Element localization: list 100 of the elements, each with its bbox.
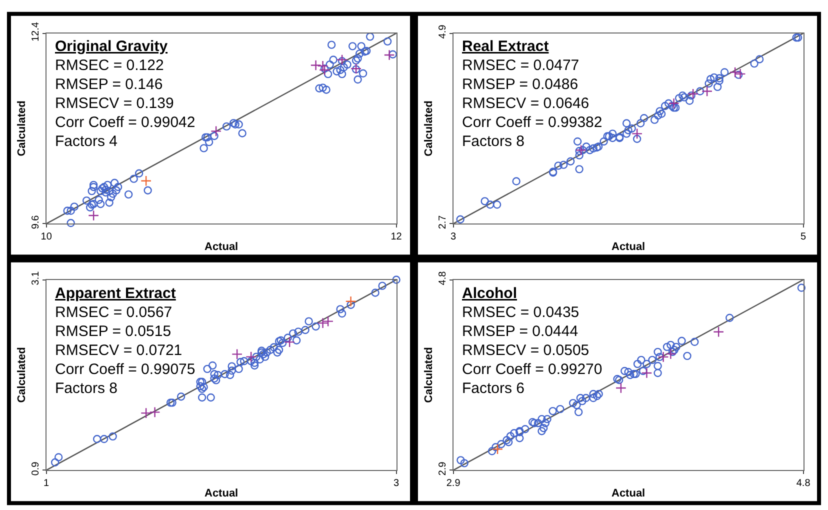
point [301,326,310,334]
chart-title: Original Gravity [55,38,168,55]
annotation: Factors 4 [55,133,118,150]
point [246,357,256,366]
point [274,346,284,354]
point [246,351,257,362]
point [226,370,234,380]
point [497,440,506,448]
point [212,376,220,384]
point [528,418,537,426]
y-axis-title: Calculated [16,347,28,403]
x-tick-label: 12 [390,232,402,243]
point [637,356,646,364]
point [262,348,271,357]
point [456,456,465,464]
point [548,406,557,416]
point [198,378,206,386]
y-axis-title: Calculated [422,347,435,403]
x-tick-label: 3 [450,232,457,243]
point [502,436,511,444]
point [140,175,152,186]
point [266,346,274,354]
x-axis-title: Actual [204,487,238,500]
point [589,390,598,398]
point [168,398,176,407]
point [273,348,282,357]
point [726,314,734,322]
point [371,288,380,297]
point [345,296,356,307]
point [656,352,664,362]
point [594,390,603,398]
point [276,336,285,344]
point [284,334,292,342]
point [678,336,686,346]
point [633,360,642,368]
point [336,54,348,66]
point [304,317,313,326]
point [294,328,302,336]
point [615,382,626,394]
point [668,98,680,109]
point [310,60,322,71]
point [250,358,259,367]
point [632,128,643,140]
annotation: RMSEC = 0.0435 [462,304,580,321]
point [530,418,538,428]
point [88,210,100,222]
annotation: RMSECV = 0.0505 [462,342,590,359]
point [220,370,229,378]
annotation: Corr Coeff = 0.99075 [55,361,196,378]
x-axis-title: Actual [612,240,646,253]
point [228,362,236,370]
annotation: Corr Coeff = 0.99270 [462,361,602,378]
point [672,342,680,352]
point [668,348,677,356]
point [626,370,634,380]
x-tick-label: 10 [40,232,52,243]
point [592,392,602,400]
x-tick-label: 3 [394,478,400,490]
point [638,366,648,376]
point [210,126,222,137]
annotation: RMSEP = 0.0444 [462,323,578,340]
annotation: Factors 8 [55,380,118,397]
point [214,370,222,380]
point [589,394,598,402]
point [166,398,175,407]
annotation: Corr Coeff = 0.99042 [55,114,196,131]
chart-title: Alcohol [462,285,517,302]
point [572,400,581,410]
point [149,406,160,418]
annotation: RMSEP = 0.146 [55,76,163,93]
point [252,352,260,361]
x-tick-label: 5 [800,232,807,243]
annotation: RMSECV = 0.0646 [462,95,590,112]
x-tick-label: 4.8 [796,478,811,490]
annotation: Factors 6 [462,380,525,397]
point [516,434,524,442]
point [630,370,638,378]
point [203,364,212,374]
point [624,368,632,376]
point [338,309,346,318]
point [658,351,669,362]
y-tick-label: 4.8 [437,270,448,286]
point [504,438,513,446]
y-tick-label: 12.4 [30,22,42,42]
point [250,361,259,370]
point [210,370,218,378]
point [654,362,662,370]
point [556,404,564,414]
point [210,374,218,383]
point [346,300,355,309]
point [232,348,243,360]
point [206,393,215,402]
y-tick-label: 9.6 [30,214,42,230]
point [176,392,186,401]
point [648,356,656,364]
annotation: RMSEP = 0.0515 [55,323,172,340]
chart-title: Apparent Extract [55,285,176,302]
point [274,337,284,346]
annotation: Corr Coeff = 0.99382 [462,114,602,131]
point [538,414,546,424]
